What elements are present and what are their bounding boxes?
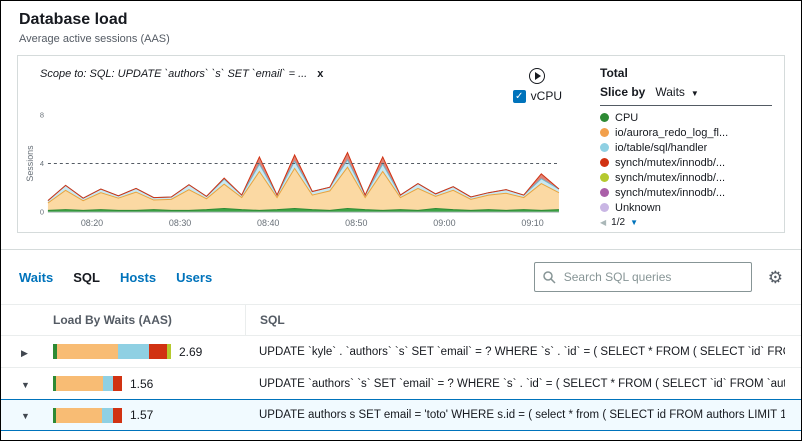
legend-color-dot-icon	[600, 128, 609, 137]
legend-color-dot-icon	[600, 143, 609, 152]
sql-queries-table: Load By Waits (AAS) SQL ▶ 2.69 UPDATE `kyl…	[1, 304, 801, 431]
legend-color-dot-icon	[600, 173, 609, 182]
table-header-row: Load By Waits (AAS) SQL	[1, 304, 801, 336]
load-bar-segment	[117, 344, 149, 359]
svg-text:08:50: 08:50	[345, 218, 367, 228]
svg-text:08:30: 08:30	[169, 218, 191, 228]
legend-color-dot-icon	[600, 203, 609, 212]
legend-page-indicator: 1/2	[611, 217, 626, 228]
legend-label: synch/mutex/innodb/...	[615, 156, 726, 169]
section-divider	[1, 249, 801, 250]
settings-gear-icon[interactable]: ⚙	[767, 267, 783, 287]
legend-label: synch/mutex/innodb/...	[615, 171, 726, 184]
legend-pagination: ◀ 1/2 ▼	[600, 217, 772, 228]
load-bar-segment	[56, 376, 104, 391]
load-bar-segment	[148, 344, 168, 359]
table-body: ▶ 2.69 UPDATE `kyle` . `authors` `s` SET `…	[1, 336, 801, 431]
table-row[interactable]: ▼ 1.56 UPDATE `authors` `s` SET `email` = …	[1, 368, 801, 400]
chart-legend-panel: Total Slice by Waits ▼ CPU io/aurora_redo_…	[592, 62, 774, 232]
tab-waits[interactable]: Waits	[19, 269, 54, 285]
legend-item[interactable]: CPU	[600, 110, 772, 125]
search-icon	[543, 270, 556, 284]
load-bar-segment	[53, 344, 57, 359]
legend-list: CPU io/aurora_redo_log_fl... io/table/sql/…	[600, 110, 772, 215]
legend-label: CPU	[615, 111, 639, 124]
dimension-tabs: Waits SQL Hosts Users	[19, 270, 212, 285]
load-bar-segment	[167, 344, 171, 359]
legend-label: io/aurora_redo_log_fl...	[615, 126, 729, 139]
table-row[interactable]: ▼ 1.57 UPDATE authors s SET email = 'toto'…	[1, 399, 801, 431]
page-title: Database load	[19, 11, 128, 28]
collapse-row-icon[interactable]: ▼	[21, 379, 30, 390]
legend-item[interactable]: io/aurora_redo_log_fl...	[600, 125, 772, 140]
load-value: 2.69	[179, 344, 203, 359]
play-button[interactable]	[529, 68, 546, 84]
scope-filter-text: Scope to: SQL: UPDATE `authors` `s` SET …	[40, 68, 308, 80]
load-bar-segment	[113, 407, 122, 423]
legend-next-page-icon[interactable]: ▼	[630, 218, 638, 227]
svg-text:8: 8	[40, 110, 44, 119]
page-subtitle: Average active sessions (AAS)	[19, 33, 170, 45]
tab-sql[interactable]: SQL	[73, 269, 100, 285]
legend-label: Unknown	[615, 201, 661, 214]
legend-color-dot-icon	[600, 188, 609, 197]
aas-stacked-area-chart[interactable]: 0 4 8 08:20 08:30 08:40 08:50 09:00 09:10 Session…	[24, 103, 569, 232]
column-header-load: Load By Waits (AAS)	[53, 313, 172, 327]
legend-item[interactable]: Unknown	[600, 200, 772, 215]
load-value: 1.56	[130, 376, 154, 391]
vcpu-checkbox[interactable]: ✓	[512, 89, 526, 103]
vcpu-checkbox-label: vCPU	[530, 89, 562, 103]
chart-area: Scope to: SQL: UPDATE `authors` `s` SET …	[24, 62, 592, 232]
legend-color-dot-icon	[600, 158, 609, 167]
slice-by-dropdown[interactable]: Waits ▼	[655, 85, 698, 99]
svg-text:0: 0	[40, 208, 44, 217]
slice-by-value: Waits	[655, 85, 685, 99]
legend-label: io/table/sql/handler	[615, 141, 708, 154]
sql-text: UPDATE authors s SET email = 'toto' WHER…	[259, 409, 785, 421]
column-header-sql: SQL	[245, 305, 785, 335]
load-by-waits-bar	[53, 376, 122, 391]
legend-item[interactable]: io/table/sql/handler	[600, 140, 772, 155]
database-load-chart-card: Scope to: SQL: UPDATE `authors` `s` SET …	[17, 55, 785, 233]
load-bar-segment	[102, 407, 114, 423]
sql-text: UPDATE `kyle` . `authors` `s` SET `email…	[259, 345, 785, 358]
load-by-waits-bar	[53, 407, 122, 423]
table-row[interactable]: ▶ 2.69 UPDATE `kyle` . `authors` `s` SET `…	[1, 336, 801, 368]
chevron-down-icon: ▼	[690, 89, 699, 98]
svg-text:Sessions: Sessions	[25, 145, 35, 182]
dimension-tabs-row: Waits SQL Hosts Users ⚙	[1, 250, 801, 302]
load-bar-segment	[53, 407, 57, 423]
play-icon	[534, 72, 541, 80]
load-bar-segment	[56, 344, 118, 359]
legend-label: synch/mutex/innodb/...	[615, 186, 726, 199]
search-input[interactable]	[561, 269, 743, 285]
page-header: Database load Average active sessions (A…	[1, 1, 801, 47]
load-value: 1.57	[130, 408, 154, 422]
scope-filter-chip: Scope to: SQL: UPDATE `authors` `s` SET …	[40, 68, 323, 80]
legend-item[interactable]: synch/mutex/innodb/...	[600, 155, 772, 170]
svg-text:09:10: 09:10	[521, 218, 543, 228]
svg-text:08:20: 08:20	[81, 218, 103, 228]
svg-text:4: 4	[40, 159, 44, 168]
legend-item[interactable]: synch/mutex/innodb/...	[600, 170, 772, 185]
load-by-waits-bar	[53, 344, 171, 359]
search-box[interactable]	[533, 262, 752, 292]
load-bar-segment	[56, 407, 102, 423]
expand-row-icon[interactable]: ▶	[21, 347, 28, 358]
svg-text:08:40: 08:40	[257, 218, 279, 228]
scope-close-icon[interactable]: x	[317, 68, 324, 80]
legend-color-dot-icon	[600, 113, 609, 122]
svg-text:09:00: 09:00	[433, 218, 455, 228]
load-bar-segment	[113, 376, 122, 391]
sql-text: UPDATE `authors` `s` SET `email` = ? WHE…	[259, 377, 785, 390]
legend-item[interactable]: synch/mutex/innodb/...	[600, 185, 772, 200]
load-bar-segment	[53, 376, 57, 391]
legend-prev-page-icon[interactable]: ◀	[600, 218, 607, 227]
collapse-row-icon[interactable]: ▼	[21, 411, 30, 421]
legend-total-label: Total	[600, 66, 628, 80]
tab-users[interactable]: Users	[176, 269, 213, 285]
slice-by-label: Slice by	[600, 85, 646, 99]
tab-hosts[interactable]: Hosts	[119, 269, 157, 285]
load-bar-segment	[103, 376, 114, 391]
